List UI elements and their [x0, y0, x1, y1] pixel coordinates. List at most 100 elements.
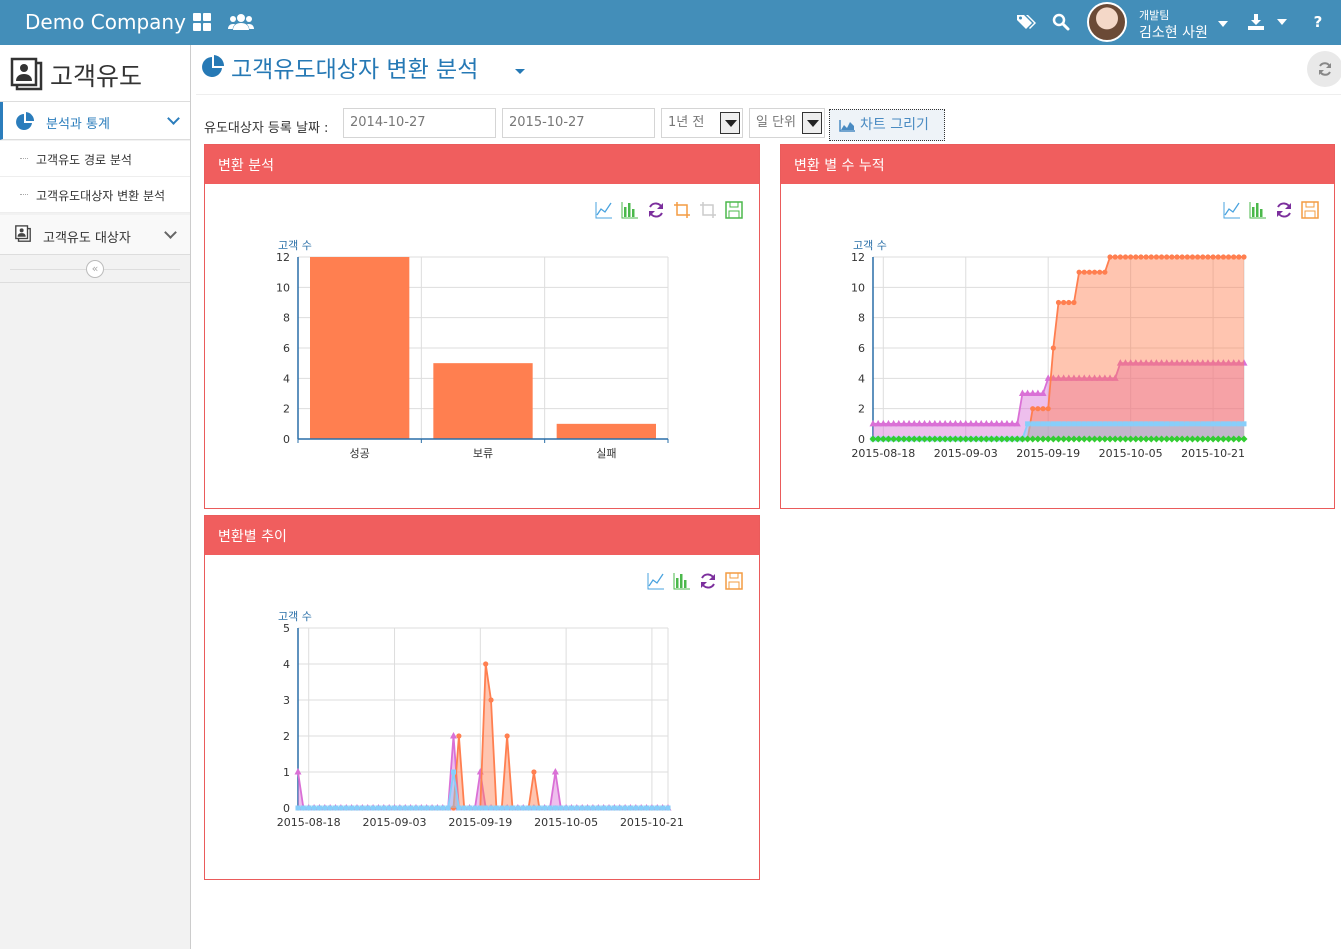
- data-point: [601, 805, 607, 811]
- y-tick-label: 2: [283, 403, 290, 416]
- data-point: [349, 805, 355, 811]
- save-image-icon[interactable]: [1301, 201, 1319, 219]
- data-point: [1147, 359, 1155, 366]
- bar-chart-icon[interactable]: [1249, 201, 1267, 219]
- restore-icon[interactable]: [699, 572, 717, 590]
- data-point: [568, 805, 574, 811]
- zoom-icon[interactable]: [673, 201, 691, 219]
- data-point: [988, 419, 996, 427]
- y-tick-label: 10: [851, 281, 865, 294]
- data-point: [982, 435, 990, 443]
- data-point: [869, 435, 877, 443]
- sidebar-subitem-conversion-analysis[interactable]: 고객유도대상자 변환 분석: [0, 177, 190, 213]
- panel-title: 변환별 추이: [205, 516, 759, 555]
- data-point: [1117, 421, 1123, 427]
- refresh-button[interactable]: [1307, 51, 1341, 87]
- restore-icon[interactable]: [1275, 201, 1293, 219]
- data-point: [1132, 435, 1140, 443]
- data-point: [1096, 374, 1104, 381]
- customer-book-icon: [10, 57, 43, 91]
- data-point: [638, 805, 644, 811]
- data-point: [1152, 435, 1160, 443]
- brand-name[interactable]: Demo Company: [25, 10, 186, 34]
- data-point: [418, 805, 424, 811]
- data-point: [1219, 435, 1227, 443]
- line-chart-icon[interactable]: [1223, 201, 1241, 219]
- sidebar-header: 고객유도: [0, 45, 190, 102]
- line-chart-icon[interactable]: [647, 572, 665, 590]
- search-icon[interactable]: [1049, 10, 1073, 34]
- zoom-reset-icon[interactable]: [699, 201, 717, 219]
- user-name: 김소현 사원: [1139, 25, 1208, 41]
- draw-chart-button[interactable]: 차트 그리기: [829, 109, 945, 141]
- data-point: [946, 435, 954, 443]
- user-menu[interactable]: 개발팀 김소현 사원: [1087, 2, 1235, 44]
- period-select[interactable]: 1년 전: [661, 108, 743, 138]
- data-point: [1107, 254, 1113, 260]
- data-point: [1029, 389, 1037, 396]
- data-point: [1204, 359, 1212, 366]
- data-point: [665, 805, 671, 811]
- sidebar-item-analysis[interactable]: 분석과 통계: [0, 102, 190, 140]
- tags-icon[interactable]: [1014, 10, 1038, 34]
- data-point: [551, 768, 559, 775]
- data-point: [890, 419, 898, 427]
- data-point: [1189, 421, 1195, 427]
- data-point: [392, 805, 398, 811]
- data-point: [895, 435, 903, 443]
- data-point: [1240, 435, 1248, 443]
- data-point: [1097, 269, 1103, 275]
- y-tick-label: 6: [858, 342, 865, 355]
- data-point: [1199, 435, 1207, 443]
- data-point: [365, 805, 371, 811]
- users-icon[interactable]: [227, 10, 255, 34]
- avatar: [1087, 2, 1127, 42]
- sidebar-subitem-path-analysis[interactable]: 고객유도 경로 분석: [0, 141, 190, 177]
- date-to-input[interactable]: 2015-10-27: [502, 108, 655, 138]
- y-tick-label: 10: [276, 281, 290, 294]
- data-point: [1035, 421, 1041, 427]
- data-point: [972, 435, 980, 443]
- data-point: [1200, 421, 1206, 427]
- apps-grid-icon[interactable]: [190, 10, 214, 34]
- data-point: [884, 435, 892, 443]
- bar-chart-icon[interactable]: [621, 201, 639, 219]
- y-tick-label: 0: [283, 802, 290, 815]
- data-point: [941, 435, 949, 443]
- x-tick-label: 2015-10-05: [534, 816, 598, 829]
- data-point: [1236, 421, 1242, 427]
- data-point: [1169, 254, 1175, 260]
- page-title[interactable]: 고객유도대상자 변환 분석: [231, 57, 479, 83]
- save-image-icon[interactable]: [725, 572, 743, 590]
- data-point: [1066, 299, 1072, 306]
- data-point: [879, 435, 887, 443]
- data-point: [1200, 254, 1206, 260]
- download-caret-icon[interactable]: [1277, 19, 1287, 25]
- data-point: [1081, 269, 1087, 275]
- y-tick-label: 4: [283, 658, 290, 671]
- help-icon[interactable]: ?: [1313, 13, 1323, 31]
- date-from-input[interactable]: 2014-10-27: [343, 108, 496, 138]
- sidebar-item-targets[interactable]: 고객유도 대상자: [0, 215, 190, 255]
- save-image-icon[interactable]: [725, 201, 743, 219]
- unit-select[interactable]: 일 단위: [749, 108, 825, 138]
- line-chart-icon[interactable]: [595, 201, 613, 219]
- x-tick-label: 2015-10-05: [1099, 447, 1163, 460]
- data-point: [998, 419, 1006, 427]
- bar-chart-icon[interactable]: [673, 572, 691, 590]
- sidebar-collapse-icon[interactable]: «: [86, 260, 104, 278]
- data-point: [1219, 359, 1227, 366]
- title-caret-icon[interactable]: [515, 69, 525, 74]
- data-point: [1065, 374, 1073, 381]
- download-icon[interactable]: [1244, 10, 1268, 34]
- data-point: [649, 805, 655, 811]
- restore-icon[interactable]: [647, 201, 665, 219]
- data-point: [1040, 421, 1046, 427]
- data-point: [579, 805, 585, 811]
- data-point: [1045, 421, 1051, 427]
- data-point: [962, 435, 970, 443]
- y-tick-label: 6: [283, 342, 290, 355]
- data-point: [536, 805, 542, 811]
- data-point: [1106, 435, 1114, 443]
